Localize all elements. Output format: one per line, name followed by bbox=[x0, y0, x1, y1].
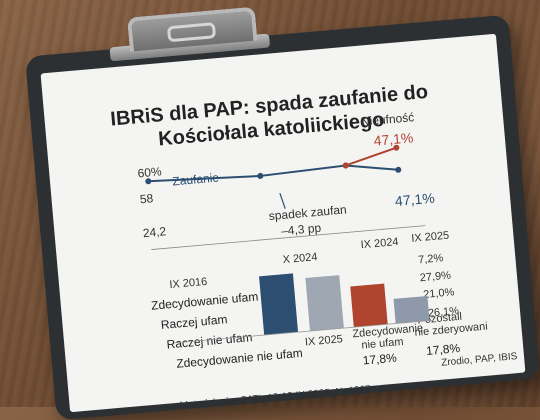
bar-row-label: Raczej nie ufam bbox=[166, 330, 253, 351]
line-series-label-nieufnosc: Nieufność bbox=[360, 110, 414, 129]
y-tick-label: 58 bbox=[139, 191, 154, 206]
bar-right-label: 21,0% bbox=[423, 286, 455, 301]
bar-bottom-value: 17,8% bbox=[362, 351, 397, 368]
bar-category-label: nie ufam bbox=[361, 336, 404, 352]
bar-right-label: 26,1% bbox=[427, 305, 459, 320]
bar-0 bbox=[259, 273, 299, 336]
bar-right-label: 7,2% bbox=[418, 252, 444, 266]
bar-right-label: 27,9% bbox=[419, 270, 451, 285]
bar-2 bbox=[350, 283, 388, 328]
bar-row-label: Zdecydowanie nie ufam bbox=[176, 346, 303, 371]
series-line-1 bbox=[345, 146, 397, 167]
bar-row-label: Raczej ufam bbox=[160, 312, 228, 332]
series-point-1 bbox=[342, 162, 349, 169]
paper-sheet: IBRiS dla PAP: spada zaufanie do Kościoł… bbox=[40, 33, 526, 413]
x-tick-label: IX 2024 bbox=[360, 236, 399, 251]
x-axis-line bbox=[151, 225, 426, 250]
nieufnosc-end-label: 47,1% bbox=[373, 129, 414, 148]
y-tick-label: 60% bbox=[137, 164, 162, 180]
x-tick-label: IX 2025 bbox=[411, 230, 450, 245]
series-line-0 bbox=[148, 164, 399, 183]
bar-baseline bbox=[174, 319, 434, 344]
series-point-0 bbox=[145, 178, 152, 185]
zaufanie-end-label: 47,1% bbox=[394, 190, 435, 209]
bar-1 bbox=[305, 275, 344, 332]
annotation-arrow bbox=[279, 192, 286, 209]
y-tick-label: 24,2 bbox=[142, 224, 167, 240]
annotation-line2: –4,3 pp bbox=[281, 221, 322, 238]
bar-bottom-value: 17,8% bbox=[426, 341, 461, 358]
x-tick-label: X 2024 bbox=[282, 251, 318, 266]
bar-row-label: Zdecydowanie ufam bbox=[151, 289, 259, 312]
series-point-0 bbox=[395, 166, 402, 173]
x-tick-label: IX 2016 bbox=[169, 276, 208, 291]
annotation-line1: spadek zaufan bbox=[268, 202, 347, 223]
bar-3 bbox=[393, 295, 430, 324]
clipboard: IBRiS dla PAP: spada zaufanie do Kościoł… bbox=[25, 6, 540, 420]
series-point-0 bbox=[257, 172, 264, 179]
series-point-1 bbox=[393, 144, 400, 151]
bar-category-label: IX 2025 bbox=[304, 333, 343, 348]
chart-svg: Nieufność 60% 58 24,2 Zaufanie spadek za… bbox=[137, 110, 518, 411]
clip-ring bbox=[166, 22, 217, 43]
